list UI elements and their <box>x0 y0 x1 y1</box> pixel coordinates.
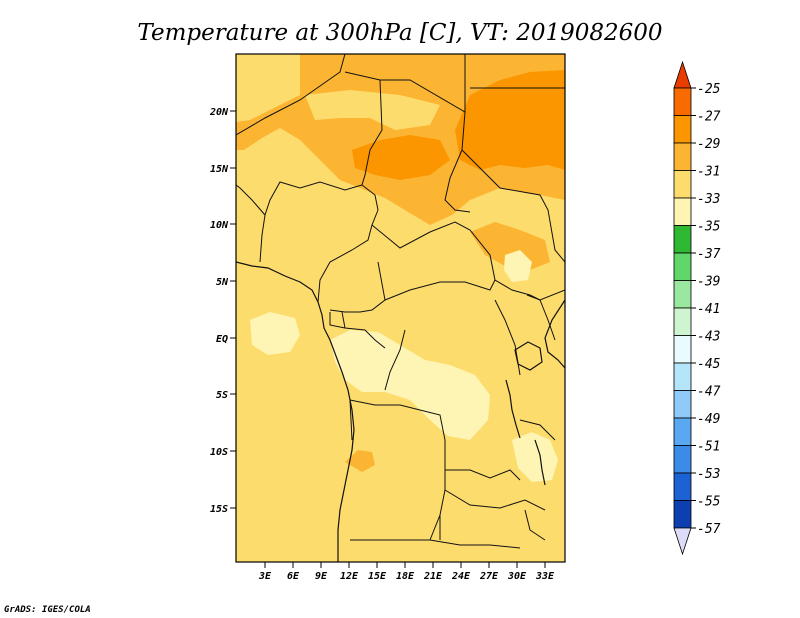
colorbar-label: -39 <box>697 275 720 290</box>
colorbar-label: -47 <box>697 385 721 400</box>
colorbar-label: -37 <box>697 247 721 262</box>
y-tick-20n: 20N <box>209 107 236 118</box>
colorbar-label: -29 <box>697 137 720 152</box>
colorbar-swatch <box>673 197 692 226</box>
colorbar-swatch <box>673 225 692 254</box>
colorbar-swatch <box>673 472 692 501</box>
x-tick-12e: 12E <box>340 562 359 582</box>
x-tick-label: 24E <box>451 571 471 582</box>
colorbar: -25 -27 -29 -31 -33 -35 -37 -39 -41 -43 -45 -47 -49 -… <box>673 60 721 556</box>
map-panel <box>236 54 565 562</box>
grads-credit: GrADS: IGES/COLA <box>4 605 91 615</box>
y-tick-label: 5S <box>216 390 228 401</box>
x-tick-24e: 24E <box>451 562 471 582</box>
x-tick-label: 18E <box>396 571 415 582</box>
y-tick-15s: 15S <box>210 504 236 515</box>
y-tick-10n: 10N <box>210 220 236 231</box>
y-tick-label: 20N <box>209 107 229 118</box>
y-tick-5s: 5S <box>216 390 236 401</box>
y-axis: 20N 15N 10N 5N EQ 5S 10S 15S <box>209 107 236 515</box>
colorbar-swatch <box>673 142 692 171</box>
colorbar-label: -53 <box>697 467 720 482</box>
y-tick-eq: EQ <box>216 334 236 345</box>
x-axis: 3E 6E 9E 12E 15E 18E 21E 24E 27E 30E 33E <box>258 562 555 582</box>
cool-region-tanzania <box>512 432 558 482</box>
x-tick-30e: 30E <box>507 562 527 582</box>
colorbar-swatch <box>673 417 692 446</box>
x-tick-33e: 33E <box>535 562 555 582</box>
coastline-east-africa <box>544 299 565 369</box>
x-tick-label: 9E <box>315 571 328 582</box>
x-tick-18e: 18E <box>396 562 415 582</box>
coastline-west-africa <box>236 261 355 562</box>
y-tick-label: 10N <box>210 220 229 231</box>
colorbar-label: -43 <box>697 330 720 345</box>
colorbar-label: -45 <box>697 357 721 372</box>
warm-region-central <box>305 90 440 130</box>
country-borders <box>236 54 565 549</box>
x-tick-label: 30E <box>507 571 527 582</box>
colorbar-swatch <box>673 252 692 281</box>
colorbar-label: -41 <box>697 302 720 317</box>
y-tick-15n: 15N <box>210 164 236 175</box>
y-tick-5n: 5N <box>216 277 236 288</box>
y-tick-label: 15N <box>210 164 229 175</box>
y-tick-10s: 10S <box>210 447 236 458</box>
x-tick-21e: 21E <box>423 562 443 582</box>
colorbar-label: -57 <box>697 522 721 537</box>
colorbar-swatch <box>673 390 692 419</box>
x-tick-15e: 15E <box>368 562 387 582</box>
warm-region-north-west <box>236 54 300 122</box>
warm-region-east <box>455 70 565 170</box>
y-tick-label: EQ <box>216 334 228 345</box>
x-tick-label: 27E <box>479 571 499 582</box>
colorbar-bottom-arrow <box>673 527 692 556</box>
map-frame <box>235 53 566 563</box>
colorbar-label: -35 <box>697 220 721 235</box>
warm-region-chad <box>352 135 450 180</box>
colorbar-swatch <box>673 280 692 309</box>
cool-region-ethiopia <box>504 250 532 282</box>
cool-region-congo <box>330 330 490 440</box>
x-tick-label: 21E <box>423 571 443 582</box>
cool-region-gulf <box>250 312 300 355</box>
y-tick-label: 15S <box>210 504 228 515</box>
colorbar-label: -33 <box>697 192 720 207</box>
colorbar-label: -27 <box>697 110 721 125</box>
colorbar-swatch <box>673 362 692 391</box>
colorbar-swatch <box>673 170 692 199</box>
x-tick-label: 6E <box>287 571 300 582</box>
x-tick-label: 15E <box>368 571 387 582</box>
colorbar-label: -49 <box>697 412 720 427</box>
x-tick-6e: 6E <box>287 562 300 582</box>
y-tick-label: 5N <box>216 277 229 288</box>
colorbar-label: -55 <box>697 495 721 510</box>
y-tick-label: 10S <box>210 447 228 458</box>
lake-tanganyika <box>505 379 521 439</box>
colorbar-label: -51 <box>697 440 720 455</box>
warm-region-angola <box>345 450 375 472</box>
colorbar-swatch <box>673 87 692 116</box>
colorbar-swatch <box>673 445 692 474</box>
colorbar-top-arrow <box>673 60 692 89</box>
colorbar-swatch <box>673 115 692 144</box>
x-tick-label: 12E <box>340 571 359 582</box>
x-tick-label: 33E <box>535 571 555 582</box>
x-tick-3e: 3E <box>258 562 272 582</box>
colorbar-label: -25 <box>697 82 721 97</box>
chart-title: Temperature at 300hPa [C], VT: 201908260… <box>137 20 662 46</box>
colorbar-swatch <box>673 500 692 529</box>
colorbar-label: -31 <box>697 165 720 180</box>
lake-malawi <box>534 439 546 486</box>
x-tick-9e: 9E <box>315 562 328 582</box>
x-tick-27e: 27E <box>479 562 499 582</box>
warm-region-east-strip <box>470 222 550 270</box>
x-tick-label: 3E <box>258 571 272 582</box>
colorbar-swatch <box>673 307 692 336</box>
colorbar-swatch <box>673 335 692 364</box>
